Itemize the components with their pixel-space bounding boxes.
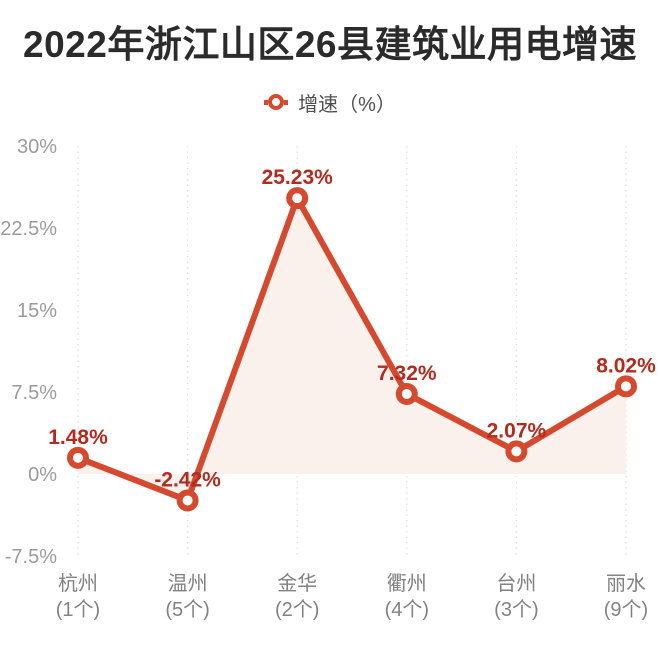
x-axis-count-label-杭州: (1个) [56,598,100,621]
x-axis-label-台州: 台州 [496,572,536,595]
data-label-衢州: 7.32% [377,362,437,385]
x-axis-label-丽水: 丽水 [606,572,646,595]
y-axis-tick-label: 15% [17,300,57,322]
data-label-杭州: 1.48% [48,426,108,449]
x-axis-count-label-温州: (5个) [165,598,209,621]
x-axis-count-label-丽水: (9个) [604,598,648,621]
data-point-台州[interactable] [505,440,528,463]
legend-label: 增速（%） [298,93,396,116]
y-axis-tick-label: 0% [28,464,57,486]
data-label-温州: -2.42% [154,468,221,491]
legend[interactable]: 增速（%） [0,90,660,116]
series-line [75,195,629,504]
x-axis-count-label-台州: (3个) [494,598,538,621]
x-axis-count-label-金华: (2个) [275,598,319,621]
legend-line-stub-right [284,99,289,105]
data-label-金华: 25.23% [262,166,334,189]
data-point-丽水[interactable] [615,375,637,398]
y-axis-tick-label: 7.5% [11,382,57,404]
data-label-台州: 2.07% [487,419,547,442]
chart-title: 2022年浙江山区26县建筑业用电增速 [23,24,637,65]
line-series-legend-marker-icon [264,94,289,110]
data-point-金华[interactable] [286,187,309,210]
x-axis-label-温州: 温州 [168,572,208,595]
data-point-衢州[interactable] [395,382,418,405]
data-point-温州[interactable] [176,489,199,512]
x-axis-label-杭州: 杭州 [58,572,98,595]
x-axis-count-label-衢州: (4个) [385,598,429,621]
legend-donut-icon [268,94,285,110]
y-axis-tick-label: 30% [17,136,57,158]
data-point-杭州[interactable] [67,446,89,469]
data-label-丽水: 8.02% [596,354,656,377]
series-area-fill [78,198,626,501]
y-axis-tick-label: -7.5% [5,546,57,568]
x-axis-label-衢州: 衢州 [387,572,427,595]
y-axis-tick-label: 22.5% [0,218,57,240]
x-axis-label-金华: 金华 [277,572,317,595]
legend-line-stub-left [264,99,269,105]
